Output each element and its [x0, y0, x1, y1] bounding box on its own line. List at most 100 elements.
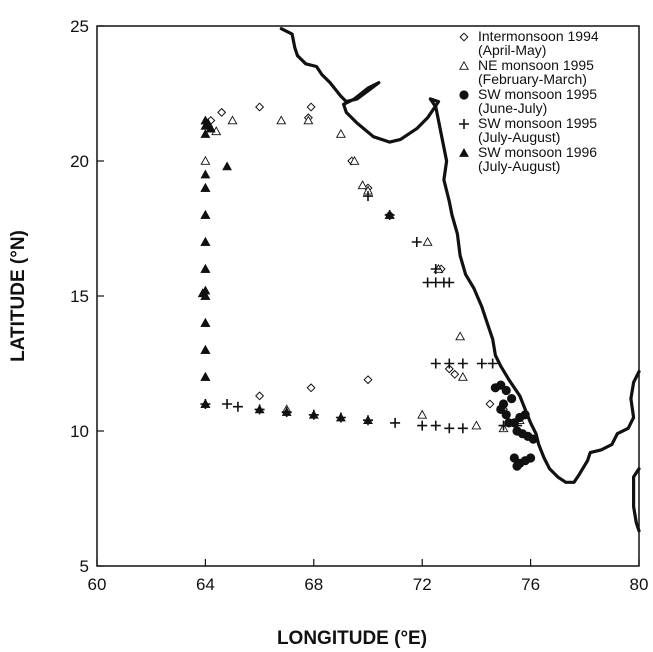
legend-label: SW monsoon 1995: [478, 115, 597, 131]
data-point: [430, 358, 441, 369]
data-point: [476, 358, 487, 369]
data-point: [335, 412, 346, 422]
x-tick-label: 68: [304, 575, 323, 594]
legend-sublabel: (July-August): [478, 129, 560, 145]
data-point: [200, 317, 211, 327]
data-point: [390, 417, 401, 428]
data-point: [200, 344, 211, 354]
data-point: [200, 371, 211, 381]
legend-marker: [459, 147, 469, 157]
data-point: [205, 123, 216, 133]
data-point: [281, 407, 292, 416]
x-tick-label: 64: [196, 575, 215, 594]
data-point: [417, 420, 428, 431]
data-point: [430, 264, 441, 274]
legend-entry: NE monsoon 1995(February-March): [459, 57, 594, 87]
data-point: [200, 155, 211, 165]
coastline-segment: [632, 467, 641, 533]
x-tick-label: 76: [521, 575, 540, 594]
data-point: [200, 182, 211, 192]
data-point: [528, 434, 538, 444]
data-point: [276, 115, 287, 125]
legend-entry: SW monsoon 1995(July-August): [459, 115, 597, 145]
legend-label: NE monsoon 1995: [478, 57, 594, 73]
data-point: [306, 383, 316, 393]
legend-sublabel: (June-July): [478, 100, 547, 116]
y-tick-label: 5: [80, 557, 89, 576]
data-point: [457, 358, 468, 369]
data-point: [308, 409, 319, 419]
data-point: [232, 401, 243, 412]
tick-layer: 60 64 68 72 76 80 5 10 15 20 25: [70, 17, 648, 594]
y-tick-label: 25: [70, 17, 89, 36]
data-point: [303, 115, 314, 125]
data-point: [227, 115, 238, 125]
data-point: [471, 420, 482, 430]
data-point: [222, 399, 233, 409]
data-point: [430, 420, 441, 431]
data-point: [501, 410, 511, 420]
y-tick-label: 15: [70, 287, 89, 306]
legend-marker: [459, 90, 469, 100]
data-point: [444, 364, 454, 374]
data-point: [444, 277, 455, 288]
data-point: [306, 102, 316, 112]
legend-marker: [459, 119, 469, 129]
data-point: [512, 461, 522, 471]
data-point: [444, 358, 455, 369]
data-point: [457, 423, 468, 434]
x-tick-label: 72: [413, 575, 432, 594]
legend-entry: SW monsoon 1995(June-July): [459, 86, 597, 116]
data-point: [444, 423, 455, 434]
legend-sublabel: (February-March): [478, 71, 587, 87]
data-point: [217, 107, 227, 117]
data-point: [417, 409, 428, 419]
data-point: [200, 128, 211, 138]
series-3: [490, 380, 538, 471]
data-point: [200, 263, 211, 273]
data-point: [363, 415, 373, 425]
y-axis-title: LATITUDE (°N): [8, 230, 29, 362]
legend-entry: Intermonsoon 1994(April-May): [459, 28, 599, 58]
data-point: [200, 290, 211, 300]
legend: Intermonsoon 1994(April-May)NE monsoon 1…: [459, 28, 599, 174]
legend-sublabel: (April-May): [478, 42, 546, 58]
data-point: [222, 161, 232, 171]
data-point: [411, 237, 422, 247]
data-point: [498, 420, 509, 431]
legend-entry: SW monsoon 1996(July-August): [459, 144, 597, 174]
data-point: [255, 391, 265, 401]
y-tick-label: 20: [70, 152, 89, 171]
data-point: [200, 236, 211, 246]
data-point: [457, 371, 468, 381]
data-point: [501, 385, 511, 396]
data-point: [512, 420, 523, 431]
legend-marker: [459, 60, 469, 70]
coastline-segment: [279, 27, 641, 484]
x-axis-title: LONGITUDE (°E): [277, 628, 427, 649]
legend-marker: [459, 32, 469, 42]
x-tick-label: 60: [88, 575, 107, 594]
data-point: [357, 180, 368, 190]
x-tick-label: 80: [630, 575, 649, 594]
legend-label: Intermonsoon 1994: [478, 28, 599, 44]
data-point: [254, 404, 265, 414]
coastline-layer: [279, 27, 641, 533]
data-point: [349, 155, 360, 165]
data-point: [255, 102, 265, 112]
data-point: [363, 191, 373, 202]
data-point: [384, 209, 395, 219]
data-point: [200, 398, 211, 408]
data-point: [526, 453, 536, 463]
legend-label: SW monsoon 1995: [478, 86, 597, 102]
data-point: [450, 369, 460, 379]
data-point: [422, 236, 433, 246]
data-point: [200, 209, 211, 219]
data-point: [487, 358, 498, 369]
plot-frame: [96, 25, 640, 567]
data-point: [485, 399, 495, 409]
data-point: [335, 128, 346, 138]
series-5: [197, 115, 395, 425]
series-2: [200, 115, 525, 433]
